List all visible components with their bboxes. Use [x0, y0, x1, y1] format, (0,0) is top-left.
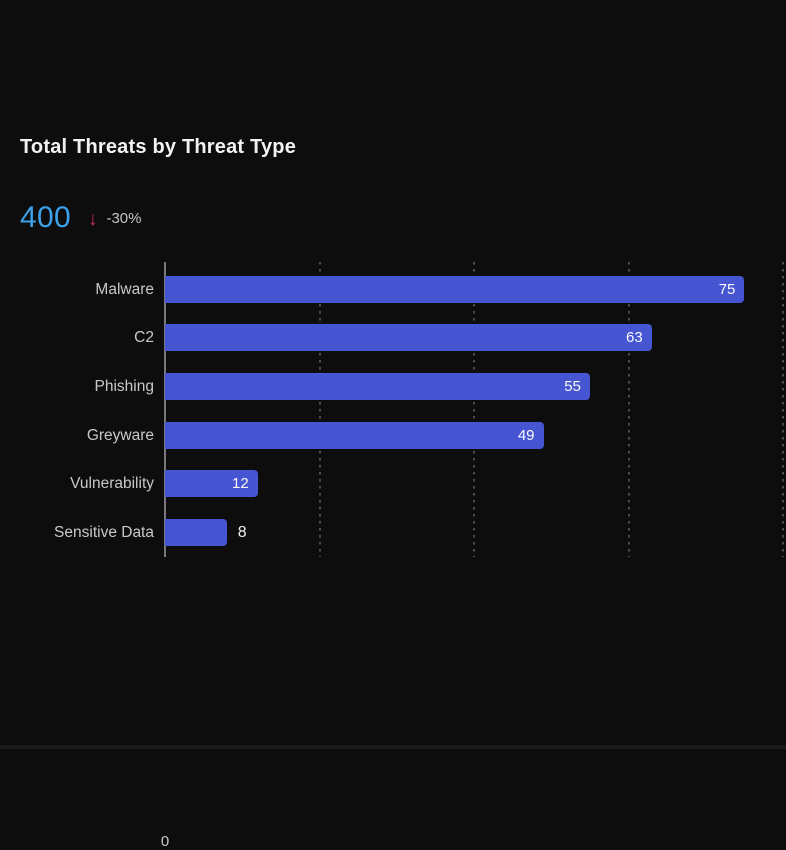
value-label: 12 — [232, 475, 249, 493]
bar-chart: Malware 75 C2 63 Phishing 55 Greyware 49 Vulnera… — [0, 262, 786, 850]
value-label: 75 — [718, 280, 736, 298]
value-label: 55 — [564, 378, 581, 396]
down-arrow-icon: ↓ — [87, 208, 98, 230]
category-label: Vulnerability — [70, 475, 154, 493]
bar-row: C2 63 — [134, 314, 783, 363]
chart-title: Total Threats by Threat Type — [20, 136, 297, 158]
bar-c2[interactable]: 63 — [165, 324, 652, 352]
gridline-20 — [318, 262, 321, 557]
kpi-row: 400 ↓ -30% — [20, 201, 142, 235]
bar-row: Greyware 49 — [87, 411, 783, 460]
category-label: Malware — [95, 280, 154, 298]
category-label: Sensitive Data — [54, 524, 154, 542]
value-label: 49 — [517, 426, 535, 444]
gridline-80 — [782, 262, 784, 557]
category-label: Phishing — [94, 378, 154, 396]
bar-vulnerability[interactable]: 12 — [165, 470, 258, 498]
bar-phishing[interactable]: 55 — [165, 373, 590, 401]
kpi-total-value: 400 — [20, 201, 71, 234]
bar-row: Malware 75 — [95, 265, 783, 314]
x-axis-zero-tick-label: 0 — [160, 833, 170, 850]
gridline-60 — [627, 262, 630, 557]
gridline-40 — [473, 262, 475, 557]
value-label: 63 — [625, 329, 643, 347]
category-label: C2 — [134, 329, 154, 347]
bar-greyware[interactable]: 49 — [165, 421, 544, 449]
bar-row: Sensitive Data 8 — [54, 508, 783, 557]
value-label: 8 — [237, 524, 247, 542]
kpi-delta-percent: -30% — [106, 209, 142, 227]
bar-row: Phishing 55 — [95, 362, 783, 411]
bar-row: Vulnerability 12 — [70, 460, 783, 509]
chart-plot-area: Malware 75 C2 63 Phishing 55 Greyware 49 Vulnera… — [54, 262, 784, 557]
window-bottom-edge — [0, 745, 786, 749]
bar-malware[interactable]: 75 — [165, 275, 745, 303]
category-label: Greyware — [86, 426, 154, 444]
bar-sensitive-data[interactable] — [165, 519, 227, 547]
threat-dashboard-panel: Total Threats by Threat Type 400 ↓ -30% … — [0, 136, 786, 850]
y-axis-line — [164, 262, 166, 557]
